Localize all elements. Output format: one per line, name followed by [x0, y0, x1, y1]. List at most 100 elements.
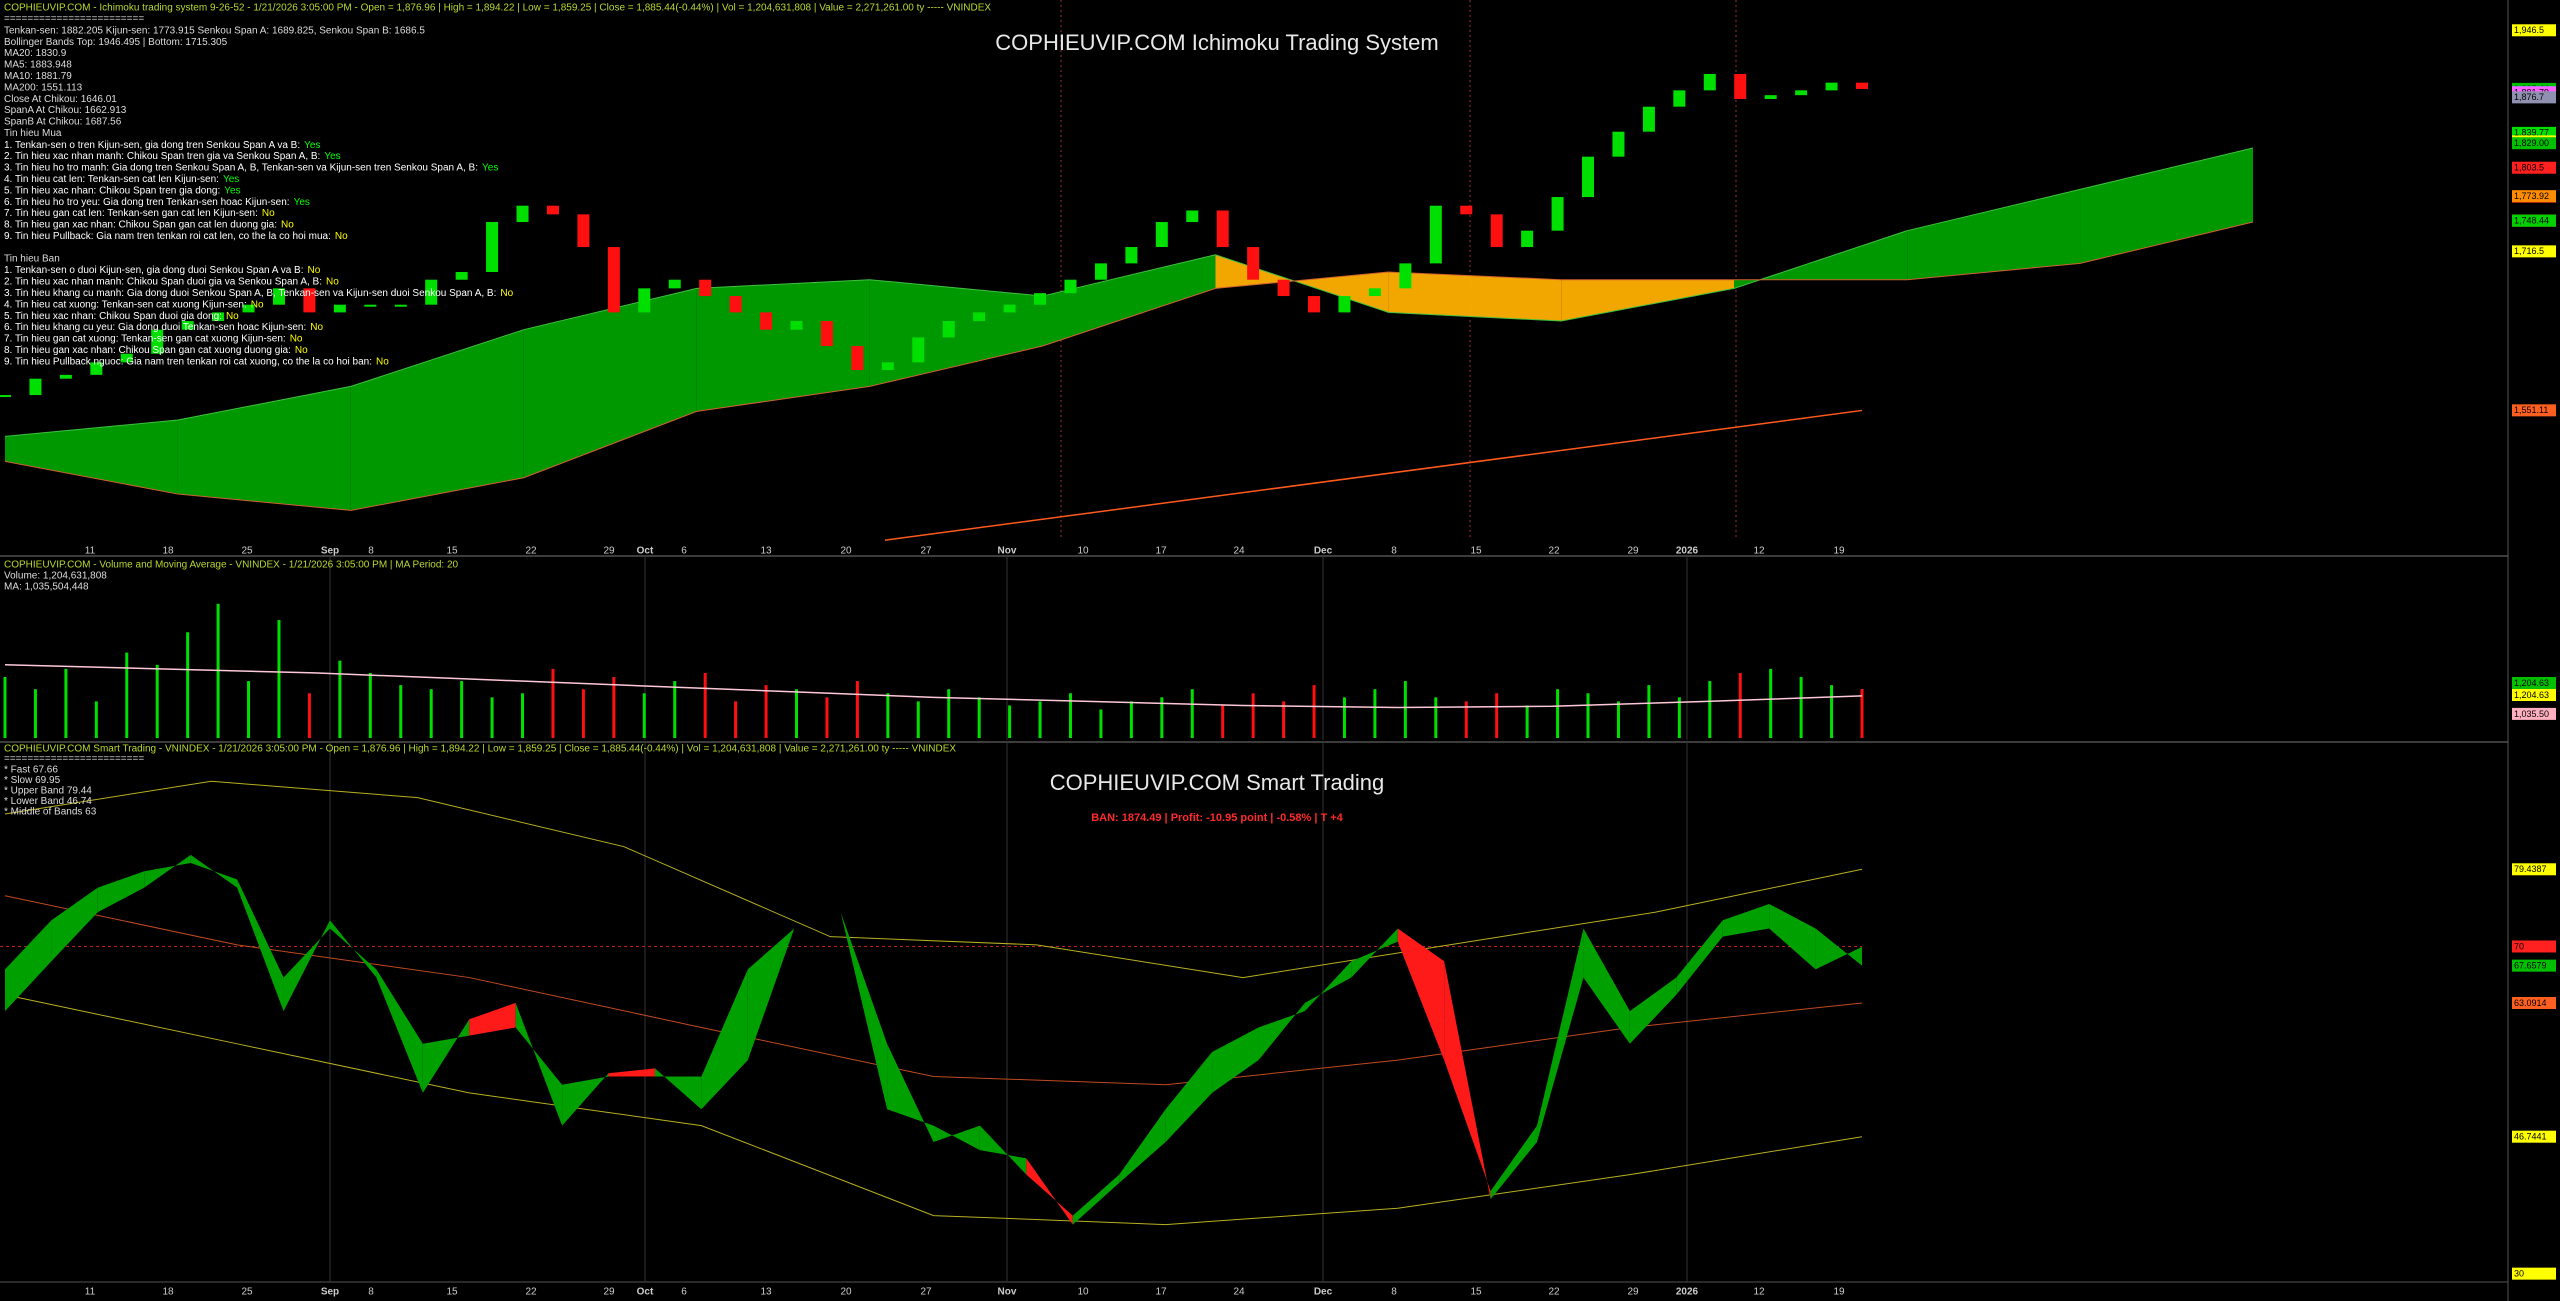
candle [1703, 74, 1716, 91]
oscillator-fill [283, 920, 330, 1012]
signal-answer: Yes [294, 196, 310, 207]
signal-text: 9. Tin hieu Pullback nguoc: Gia nam tren… [4, 356, 372, 367]
x-axis-label: 19 [1833, 546, 1845, 557]
price-tag-label: 1,839.77 [2514, 128, 2549, 138]
oscillator-fill [608, 1068, 655, 1077]
volume-bar [1282, 701, 1286, 738]
info-line: Tenkan-sen: 1882.205 Kijun-sen: 1773.915… [4, 25, 425, 36]
price-tag-label: 1,829.00 [2514, 138, 2549, 148]
price-tag [2512, 1130, 2556, 1143]
price-tag-label: 1,204.63 [2514, 690, 2549, 700]
volume-bar [1616, 701, 1620, 738]
candle [881, 362, 894, 371]
candle [1673, 90, 1686, 107]
oscillator-fill [1119, 1109, 1166, 1183]
x-axis-label: 8 [368, 546, 374, 557]
x-axis-label: Oct [637, 546, 654, 557]
volume-bar [551, 668, 555, 738]
volume-bar [1221, 705, 1225, 738]
candle [973, 312, 986, 322]
volume-header: COPHIEUVIP.COM - Volume and Moving Avera… [4, 560, 459, 571]
x-axis-label: 29 [603, 546, 615, 557]
x-axis-label: 8 [1391, 546, 1397, 557]
volume-bar [581, 689, 585, 738]
candle [1825, 82, 1838, 91]
volume-bar [1129, 701, 1133, 738]
signal-answer: Yes [324, 151, 340, 162]
x-axis-label: 25 [241, 546, 253, 557]
candle [151, 329, 164, 354]
price-tag-label: 1,204.63 [2514, 678, 2549, 688]
volume-bar [33, 689, 37, 738]
x-axis-label: 29 [1627, 1287, 1639, 1298]
oscillator-fill [329, 920, 377, 978]
cloud-segment [1907, 189, 2081, 280]
oscillator-fill [1537, 928, 1584, 1142]
lower-band [4, 994, 1863, 1226]
candle [1582, 156, 1595, 198]
oscillator-fill [1444, 961, 1491, 1200]
ichimoku-header: COPHIEUVIP.COM - Ichimoku trading system… [4, 3, 991, 14]
volume-bar [1708, 681, 1712, 738]
span-b-line [4, 221, 2254, 511]
price-tag-label: 67.6579 [2514, 961, 2547, 971]
x-axis-label: 15 [446, 1287, 458, 1298]
signal-line: 5. Tin hieu xac nhan: Chikou Span duoi g… [4, 310, 239, 321]
candle [607, 247, 620, 313]
volume-bar [186, 632, 190, 738]
oscillator-fill [5, 920, 52, 1012]
candle [1155, 222, 1168, 248]
signal-text: 6. Tin hieu khang cu yeu: Gia dong duoi … [4, 322, 306, 333]
x-axis-label: Sep [321, 1287, 339, 1298]
smart-header: COPHIEUVIP.COM Smart Trading - VNINDEX -… [4, 744, 956, 755]
volume-bar [1251, 693, 1255, 738]
candle [394, 304, 407, 307]
price-tag-label: 1,946.5 [2514, 25, 2544, 35]
volume-bar [1342, 697, 1346, 738]
x-axis-label: 29 [1627, 546, 1639, 557]
signal-answer: No [251, 299, 264, 310]
oscillator-fill [190, 854, 238, 888]
volume-ma-text: MA: 1,035,504,448 [4, 582, 89, 593]
x-axis-label: 6 [681, 1287, 687, 1298]
info-line: SpanA At Chikou: 1662.913 [4, 105, 127, 116]
oscillator-fill [237, 879, 284, 1012]
price-tag-label: 1,551.11 [2514, 405, 2548, 415]
volume-bar [429, 689, 433, 738]
candle [29, 378, 42, 396]
volume-ma-line [4, 664, 1863, 709]
candle [729, 296, 742, 313]
oscillator-fill [1072, 1174, 1120, 1225]
price-tag [2512, 996, 2556, 1009]
price-tag [2512, 161, 2556, 174]
volume-bar [125, 652, 129, 738]
volume-bar [399, 685, 403, 738]
x-axis-label: 10 [1077, 546, 1089, 557]
x-axis-label: 12 [1753, 1287, 1765, 1298]
price-tag [2512, 940, 2556, 953]
signal-text: 1. Tenkan-sen o duoi Kijun-sen, gia dong… [4, 265, 303, 276]
x-axis-label: 15 [1470, 1287, 1482, 1298]
x-axis-label: 29 [603, 1287, 615, 1298]
volume-bar [795, 689, 799, 738]
legend-line: * Slow 69.95 [4, 775, 61, 786]
volume-bar [734, 701, 738, 738]
signal-line: 3. Tin hieu khang cu manh: Gia dong duoi… [4, 288, 514, 299]
price-tag [2512, 707, 2556, 720]
signal-title: Tin hieu Mua [4, 128, 62, 139]
volume-bar [916, 701, 920, 738]
signal-text: 3. Tin hieu khang cu manh: Gia dong duoi… [4, 288, 496, 299]
x-axis-label: 18 [162, 1287, 174, 1298]
x-axis-label: 25 [241, 1287, 253, 1298]
candle [912, 337, 925, 363]
price-tag [2512, 1267, 2556, 1280]
price-tag-label: 1,748.44 [2514, 216, 2549, 226]
signal-text: 8. Tin hieu gan xac nhan: Chikou Span ga… [4, 345, 291, 356]
signal-line: 7. Tin hieu gan cat len: Tenkan-sen gan … [4, 208, 275, 219]
x-axis-label: 17 [1155, 546, 1167, 557]
signal-text: 6. Tin hieu ho tro yeu: Gia dong tren Te… [4, 196, 290, 207]
volume-bar [460, 681, 464, 738]
price-tag-label: 79.4387 [2514, 864, 2547, 874]
price-tag [2512, 959, 2556, 972]
volume-bar [94, 701, 98, 738]
